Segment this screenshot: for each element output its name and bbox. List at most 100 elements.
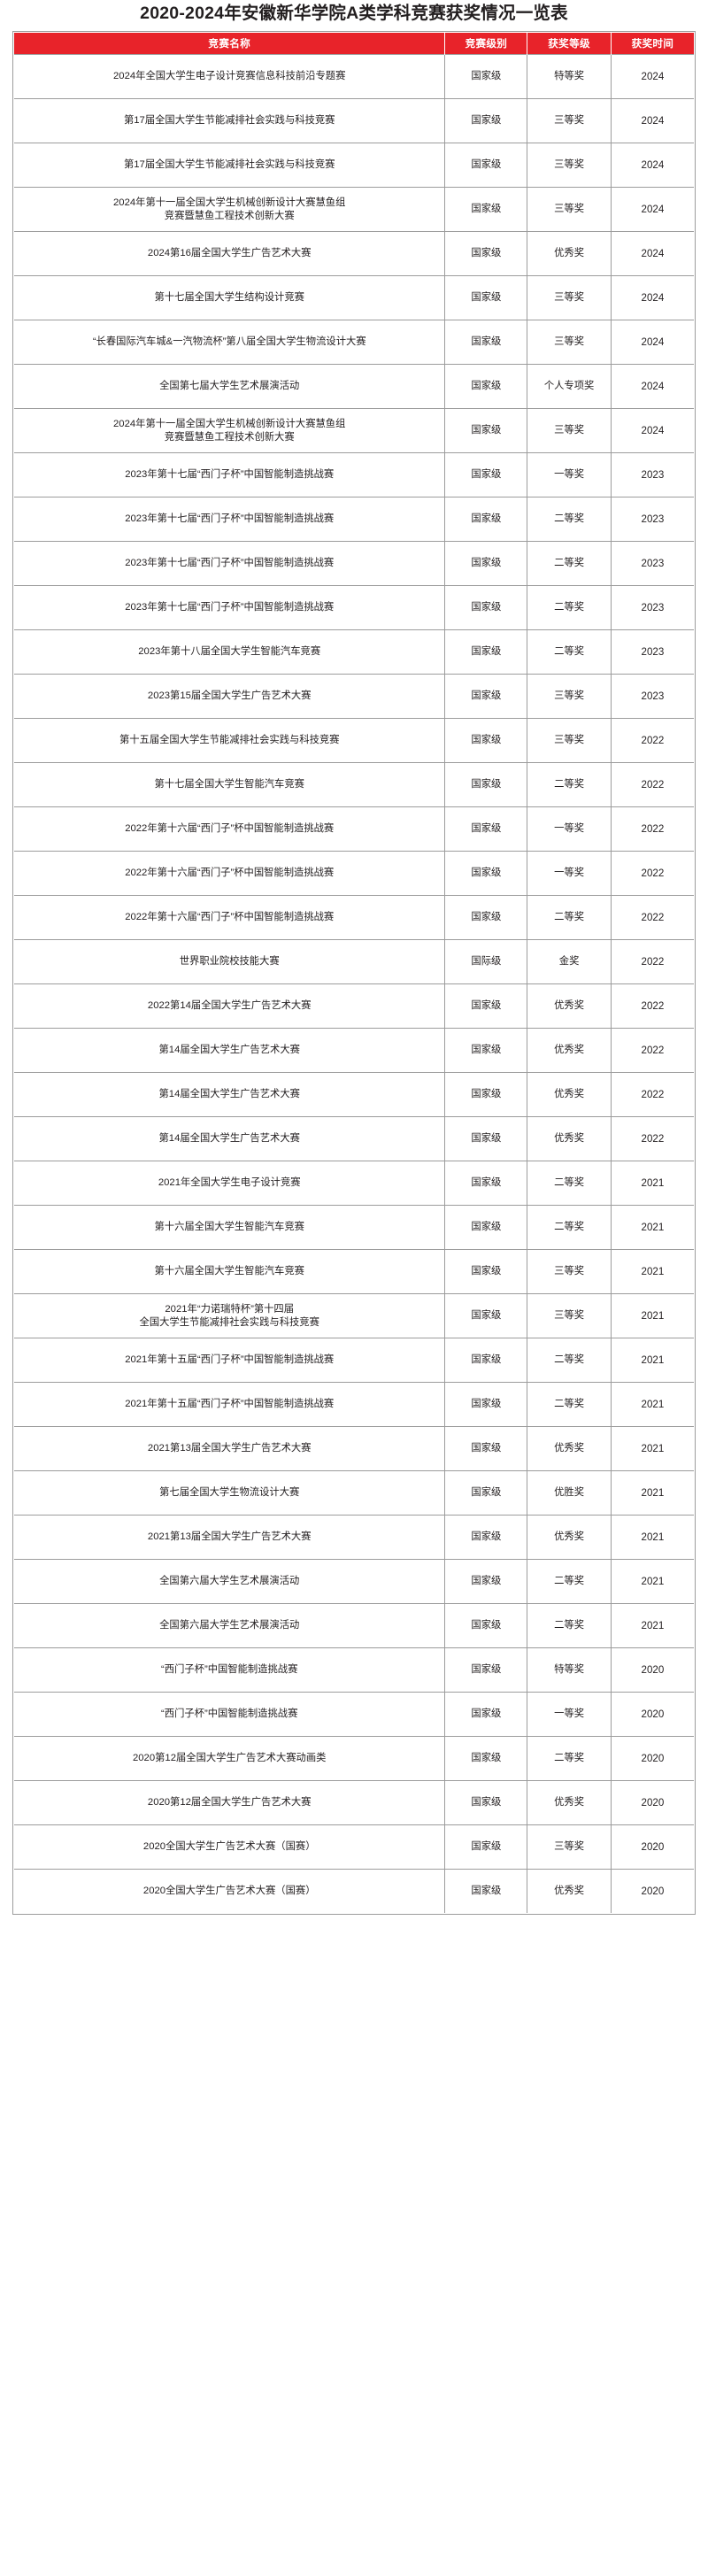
cell-competition-name: 第十七届全国大学生结构设计竞赛 [14,275,446,320]
competition-name-line-2: 全国大学生节能减排社会实践与科技竞赛 [139,1316,319,1328]
cell-award-time: 2021 [611,1559,694,1604]
table-row: 2020第12届全国大学生广告艺术大赛动画类 国家级 二等奖 2020 [14,1736,694,1781]
cell-award-grade: 二等奖 [527,1382,612,1427]
cell-award-time: 2024 [611,231,694,276]
cell-award-time: 2022 [611,806,694,852]
cell-award-time: 2021 [611,1205,694,1250]
cell-competition-name: 2022第14届全国大学生广告艺术大赛 [14,983,446,1029]
cell-competition-level: 国家级 [444,1470,528,1516]
cell-competition-level: 国家级 [444,1382,528,1427]
cell-competition-name: 2024年全国大学生电子设计竞赛信息科技前沿专题赛 [14,54,446,99]
cell-competition-level: 国家级 [444,1205,528,1250]
cell-competition-name: 第17届全国大学生节能减排社会实践与科技竞赛 [14,143,446,188]
competition-name-line-1: 2021年“力诺瑞特杯”第十四届 [165,1303,295,1315]
cell-competition-level: 国家级 [444,1293,528,1338]
cell-award-time: 2020 [611,1736,694,1781]
cell-award-grade: 优秀奖 [527,1426,612,1471]
page-root: 2020-2024年安徽新华学院A类学科竞赛获奖情况一览表 竞赛名称 竞赛级别 … [12,4,696,1916]
table-row: 2021第13届全国大学生广告艺术大赛 国家级 优秀奖 2021 [14,1515,694,1560]
cell-competition-level: 国家级 [444,1338,528,1383]
cell-competition-level: 国家级 [444,1161,528,1206]
table-row: 2024年第十一届全国大学生机械创新设计大赛慧鱼组 竞赛暨慧鱼工程技术创新大赛 国家… [14,187,694,232]
cell-competition-level: 国家级 [444,895,528,940]
cell-award-grade: 三等奖 [527,187,612,232]
cell-competition-level: 国家级 [444,1028,528,1073]
cell-award-grade: 特等奖 [527,54,612,99]
cell-award-grade: 优秀奖 [527,1072,612,1117]
cell-award-grade: 一等奖 [527,806,612,852]
cell-award-grade: 二等奖 [527,1205,612,1250]
table-row: 2022年第十六届“西门子”杯中国智能制造挑战赛 国家级 二等奖 2022 [14,895,694,940]
cell-competition-name: “西门子杯”中国智能制造挑战赛 [14,1692,446,1737]
cell-award-grade: 二等奖 [527,585,612,630]
table-row: 第十六届全国大学生智能汽车竞赛 国家级 三等奖 2021 [14,1249,694,1294]
cell-competition-name: 2020全国大学生广告艺术大赛（国赛） [14,1869,446,1914]
cell-competition-level: 国家级 [444,275,528,320]
table-row: 2021年“力诺瑞特杯”第十四届 全国大学生节能减排社会实践与科技竞赛 国家级 三等奖… [14,1293,694,1338]
cell-award-grade: 优秀奖 [527,1028,612,1073]
table-row: 2023年第十七届“西门子杯”中国智能制造挑战赛 国家级 二等奖 2023 [14,585,694,630]
cell-award-time: 2022 [611,1028,694,1073]
cell-award-grade: 二等奖 [527,629,612,675]
competition-name-line-2: 竞赛暨慧鱼工程技术创新大赛 [164,431,295,443]
cell-competition-name: 第十七届全国大学生智能汽车竞赛 [14,762,446,807]
cell-award-time: 2021 [611,1161,694,1206]
cell-award-time: 2021 [611,1603,694,1648]
cell-award-time: 2022 [611,1116,694,1161]
cell-award-grade: 个人专项奖 [527,364,612,409]
cell-award-grade: 三等奖 [527,674,612,719]
cell-competition-name: 第十五届全国大学生节能减排社会实践与科技竞赛 [14,718,446,763]
cell-award-time: 2023 [611,452,694,497]
table-row: 第14届全国大学生广告艺术大赛 国家级 优秀奖 2022 [14,1028,694,1073]
cell-competition-name: 2023第15届全国大学生广告艺术大赛 [14,674,446,719]
cell-competition-name: 2024年第十一届全国大学生机械创新设计大赛慧鱼组 竞赛暨慧鱼工程技术创新大赛 [14,187,446,232]
award-table: 竞赛名称 竞赛级别 获奖等级 获奖时间 2024年全国大学生电子设计竞赛信息科技… [14,33,694,1914]
table-row: 全国第六届大学生艺术展演活动 国家级 二等奖 2021 [14,1559,694,1604]
cell-competition-name: 2022年第十六届“西门子”杯中国智能制造挑战赛 [14,806,446,852]
table-row: 第十七届全国大学生智能汽车竞赛 国家级 二等奖 2022 [14,762,694,807]
cell-award-time: 2024 [611,143,694,188]
table-row: 2020全国大学生广告艺术大赛（国赛） 国家级 优秀奖 2020 [14,1869,694,1914]
table-row: 世界职业院校技能大赛 国际级 金奖 2022 [14,939,694,984]
cell-award-grade: 三等奖 [527,320,612,365]
cell-award-grade: 特等奖 [527,1647,612,1693]
cell-award-grade: 二等奖 [527,1603,612,1648]
cell-award-time: 2022 [611,718,694,763]
cell-competition-name: 第14届全国大学生广告艺术大赛 [14,1072,446,1117]
cell-competition-level: 国家级 [444,231,528,276]
cell-competition-name: 2020全国大学生广告艺术大赛（国赛） [14,1824,446,1870]
cell-award-time: 2021 [611,1470,694,1516]
cell-award-grade: 二等奖 [527,541,612,586]
cell-award-time: 2020 [611,1692,694,1737]
table-row: 2023年第十八届全国大学生智能汽车竞赛 国家级 二等奖 2023 [14,629,694,675]
cell-competition-level: 国家级 [444,1736,528,1781]
competition-name-line-1: 2024年第十一届全国大学生机械创新设计大赛慧鱼组 [113,418,346,429]
table-row: 全国第六届大学生艺术展演活动 国家级 二等奖 2021 [14,1603,694,1648]
cell-competition-level: 国家级 [444,98,528,143]
cell-competition-name: 世界职业院校技能大赛 [14,939,446,984]
cell-competition-level: 国家级 [444,452,528,497]
table-row: 2021年第十五届“西门子杯”中国智能制造挑战赛 国家级 二等奖 2021 [14,1382,694,1427]
table-row: 2024第16届全国大学生广告艺术大赛 国家级 优秀奖 2024 [14,231,694,276]
table-row: 2021年第十五届“西门子杯”中国智能制造挑战赛 国家级 二等奖 2021 [14,1338,694,1383]
cell-award-grade: 优秀奖 [527,1515,612,1560]
cell-competition-name: 2021第13届全国大学生广告艺术大赛 [14,1426,446,1471]
cell-award-time: 2024 [611,187,694,232]
cell-award-grade: 三等奖 [527,1249,612,1294]
cell-competition-name: 第14届全国大学生广告艺术大赛 [14,1116,446,1161]
cell-award-grade: 一等奖 [527,1692,612,1737]
cell-award-time: 2023 [611,585,694,630]
table-row: 2020全国大学生广告艺术大赛（国赛） 国家级 三等奖 2020 [14,1824,694,1870]
cell-award-grade: 二等奖 [527,895,612,940]
cell-competition-level: 国家级 [444,1426,528,1471]
cell-award-time: 2022 [611,983,694,1029]
cell-competition-level: 国家级 [444,408,528,453]
cell-award-grade: 优秀奖 [527,1116,612,1161]
column-header-competition-name: 竞赛名称 [14,33,446,55]
cell-award-time: 2020 [611,1869,694,1914]
cell-competition-level: 国家级 [444,585,528,630]
cell-award-time: 2020 [611,1824,694,1870]
cell-award-grade: 优秀奖 [527,231,612,276]
cell-competition-level: 国家级 [444,1780,528,1825]
table-body: 2024年全国大学生电子设计竞赛信息科技前沿专题赛 国家级 特等奖 2024 第17届全… [14,54,694,1914]
